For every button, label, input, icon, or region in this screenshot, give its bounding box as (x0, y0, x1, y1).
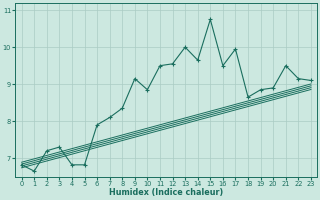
X-axis label: Humidex (Indice chaleur): Humidex (Indice chaleur) (109, 188, 223, 197)
